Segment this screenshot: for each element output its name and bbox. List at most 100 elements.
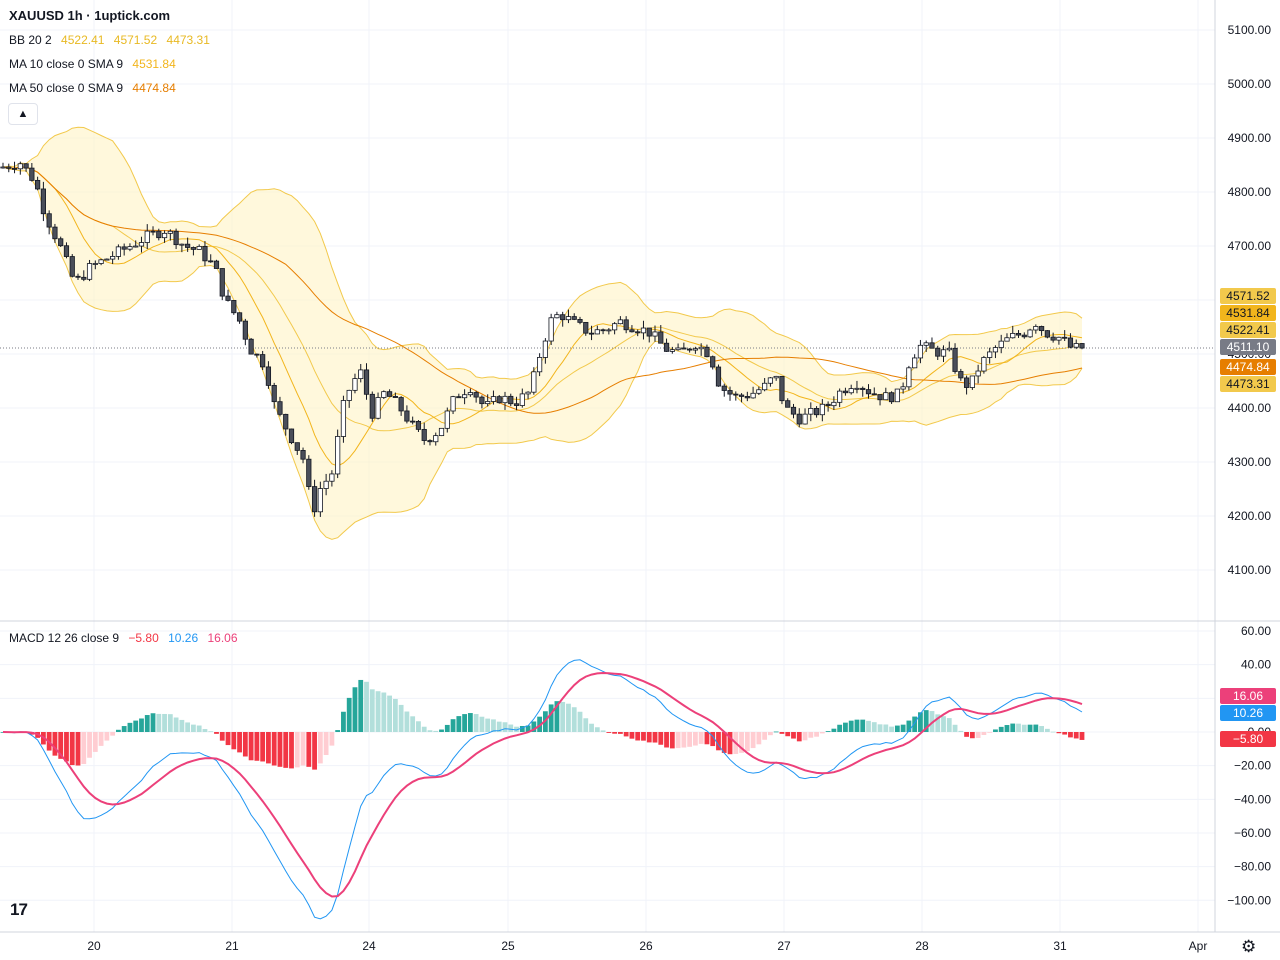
candle-body [58, 238, 64, 247]
legend-macd-signal: 16.06 [207, 631, 238, 645]
macd-histogram-bar [617, 732, 623, 734]
macd-histogram-bar [52, 732, 58, 756]
candle-body [623, 319, 629, 331]
candle-body [485, 401, 491, 405]
candle-body [283, 413, 289, 430]
macd-histogram-bar [727, 732, 733, 755]
candle-body [779, 375, 785, 402]
candle-body [825, 403, 831, 407]
macd-histogram-bar [312, 732, 317, 770]
macd-histogram-bar [98, 732, 104, 746]
tradingview-logo[interactable]: 17 [10, 900, 28, 919]
gear-icon[interactable]: ⚙ [1241, 937, 1257, 956]
price-tag: 4474.84 [1226, 360, 1270, 374]
macd-histogram-bar [231, 732, 237, 750]
macd-histogram-bar [554, 701, 560, 732]
legend-bb[interactable]: BB 20 2 4522.41 4571.52 4473.31 [9, 33, 216, 47]
macd-histogram-bar [623, 732, 629, 737]
macd-histogram-bar [421, 726, 427, 732]
macd-tag: 16.06 [1233, 689, 1263, 703]
macd-histogram-bar [704, 732, 710, 745]
legend-macd[interactable]: MACD 12 26 close 9 −5.80 10.26 16.06 [9, 631, 244, 645]
price-axis: 5100.005000.004900.004800.004700.004600.… [1227, 23, 1271, 907]
legend-bb-basis: 4522.41 [61, 33, 105, 47]
macd-histogram-bar [889, 726, 894, 732]
macd-histogram-bar [900, 724, 906, 732]
macd-histogram-bar [744, 732, 750, 752]
candle-body [444, 410, 450, 429]
candle-body [375, 397, 381, 419]
candle-body [0, 166, 6, 169]
macd-histogram-bar [139, 718, 144, 732]
legend-ma10[interactable]: MA 10 close 0 SMA 9 4531.84 [9, 57, 182, 71]
candle-body [744, 396, 750, 399]
macd-histogram-bar [133, 720, 139, 732]
candle-body [981, 357, 987, 372]
macd-tick-label: 60.00 [1241, 624, 1271, 638]
macd-histogram-bar [81, 732, 87, 765]
candle-body [467, 392, 473, 396]
macd-histogram-bar [116, 729, 121, 732]
time-tick-label: 31 [1053, 939, 1067, 953]
candle-body [756, 389, 762, 394]
macd-histogram-bar [450, 719, 456, 732]
candle-body [144, 230, 150, 243]
candle-body [138, 242, 145, 247]
price-tick-label: 4400.00 [1228, 401, 1272, 415]
macd-histogram-bar [652, 732, 658, 743]
macd-histogram-bar [606, 732, 612, 733]
macd-histogram-bar [289, 732, 294, 769]
candle-body [560, 314, 566, 321]
macd-histogram-bar [814, 732, 819, 737]
candle-body [1073, 343, 1079, 348]
macd-histogram-bar [768, 732, 773, 736]
candle-body [63, 245, 70, 257]
candle-body [1033, 326, 1039, 331]
macd-histogram-bar [883, 724, 889, 732]
candle-body [398, 397, 404, 412]
macd-histogram-bar [260, 732, 266, 762]
candle-body [415, 421, 422, 430]
candle-body [127, 246, 133, 250]
candle-body [531, 371, 537, 393]
macd-tag-bg [1220, 731, 1276, 747]
candle-body [225, 295, 231, 301]
candle-body [1062, 336, 1068, 339]
price-tick-label: 4100.00 [1228, 563, 1272, 577]
macd-histogram-bar [571, 707, 577, 732]
collapse-legend-button[interactable]: ▲ [8, 103, 38, 125]
candle-body [704, 346, 710, 358]
candle-body [767, 377, 774, 384]
candle-body [479, 396, 485, 405]
macd-histogram-bar [952, 724, 958, 732]
macd-histogram-bar [808, 732, 814, 738]
macd-histogram-bar [756, 732, 762, 745]
time-tick-label: 26 [639, 939, 653, 953]
candle-body [796, 413, 802, 425]
macd-histogram-bar [485, 718, 491, 732]
candle-body [871, 393, 877, 396]
macd-histogram-bar [329, 732, 335, 746]
macd-histogram-bar [162, 713, 167, 732]
candle-body [271, 385, 277, 403]
macd-histogram-bar [219, 732, 225, 741]
time-tick-label: Apr [1189, 939, 1208, 953]
candle-body [710, 356, 716, 368]
candle-body [640, 327, 647, 334]
macd-histogram-bar [156, 713, 162, 732]
candle-body [837, 390, 843, 403]
macd-histogram-bar [150, 713, 156, 732]
macd-histogram-bar [693, 732, 698, 746]
legend-bb-name: BB 20 2 [9, 33, 52, 47]
candle-body [727, 390, 733, 395]
candle-body [998, 340, 1004, 348]
bb-area [3, 127, 1082, 540]
macd-histogram-bar [819, 732, 825, 734]
macd-histogram-bar [473, 714, 479, 732]
macd-histogram-bar [1044, 728, 1050, 732]
macd-histogram-bar [635, 732, 641, 741]
macd-histogram-bar [398, 704, 404, 732]
legend-ma50[interactable]: MA 50 close 0 SMA 9 4474.84 [9, 81, 182, 95]
candle-body [842, 390, 849, 394]
